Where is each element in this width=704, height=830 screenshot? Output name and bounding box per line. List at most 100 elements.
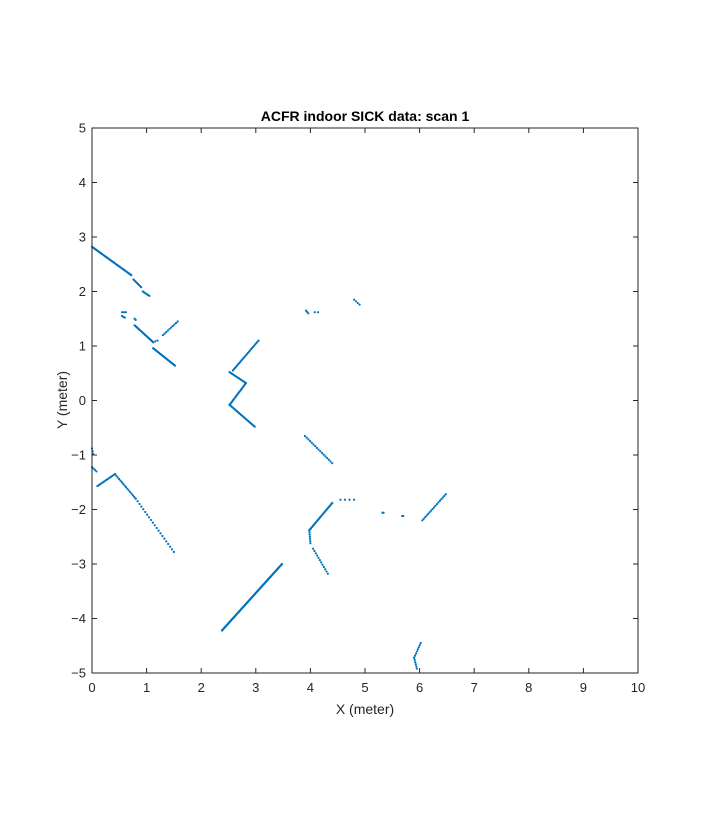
scan-point [161,334,165,337]
x-tick-label: 1 [143,680,150,695]
scan-point [431,507,434,511]
plot-area [92,128,638,673]
scan-point [326,572,329,575]
scan-point [382,511,385,514]
scan-point [316,554,319,557]
scan-point [422,517,425,520]
scan-point [313,311,316,314]
scan-point [140,286,143,289]
scan-point [331,462,334,465]
scan-point [307,312,310,315]
scan-point [161,534,164,538]
scan-point [130,492,133,495]
scan-point [95,470,98,473]
scan-point [257,339,260,342]
scan-point [130,274,133,277]
scan-point [435,502,439,506]
scan-point [168,327,171,331]
scan-point [319,450,322,453]
y-tick-label: −4 [71,611,86,626]
scan-point [419,641,422,645]
scan-point [322,565,325,569]
scan-point [174,321,178,325]
scan-point [324,568,327,571]
scan-point [438,499,442,502]
scan-point [122,482,125,485]
scan-point [147,516,151,519]
scan-point [312,547,315,550]
scan-point [134,497,137,500]
x-axis-label: X (meter) [336,701,394,717]
scan-point [120,481,123,484]
scan-point [413,654,417,657]
scan-point [140,505,143,508]
scan-point [115,474,118,477]
scan-point [167,542,170,546]
scan-point [314,445,317,448]
x-tick-label: 7 [471,680,478,695]
scan-point [146,513,149,516]
scan-point [117,477,121,481]
scan-point [253,425,256,428]
scan-point [316,311,320,314]
scan-point [402,514,405,518]
scan-point [356,301,359,305]
y-tick-label: −5 [71,666,86,681]
scan-point [159,532,162,535]
scan-point [163,537,166,540]
scan-point [434,504,437,507]
scan-point [171,324,174,328]
scan-point [142,508,145,511]
scan-point [308,531,311,534]
scan-point [305,436,308,439]
scan-point [165,330,168,334]
scan-points [90,245,447,670]
scan-point [154,340,157,343]
scan-point [308,537,312,541]
x-tick-label: 0 [88,680,95,695]
scan-point [138,502,141,506]
scan-point [322,453,325,456]
scan-point [339,498,342,501]
scan-point [134,318,137,321]
x-tick-label: 6 [416,680,423,695]
scan-point [432,506,436,509]
scan-point [127,489,130,492]
x-tick-label: 4 [307,680,314,695]
scan-point [151,521,154,524]
scan-point [317,556,320,559]
scan-point [425,514,428,517]
scan-point [317,448,320,451]
scan-point [152,341,155,344]
scan-point [170,326,173,329]
scan-point [123,316,126,319]
scan-point [327,458,330,461]
x-tick-label: 3 [252,680,259,695]
scan-point [165,540,168,543]
scan-point [414,661,417,664]
scan-point [443,494,446,497]
scan-point [173,323,176,326]
scan-point [329,460,332,463]
x-tick-label: 2 [198,680,205,695]
scan-point [113,472,117,476]
scan-point [418,644,421,647]
scan-point [326,456,329,460]
scan-point [149,518,153,522]
scan-point [168,545,172,548]
scan-point [321,563,324,566]
scan-point [310,441,313,444]
scan-point [308,535,311,538]
scan-point [428,511,431,514]
scan-point [93,468,97,471]
x-tick-label: 8 [525,680,532,695]
y-tick-label: 0 [79,393,86,408]
scan-point [415,650,419,653]
scan-point [441,496,444,499]
scan-point [308,439,312,443]
scan-point [303,434,307,438]
scan-point [155,526,158,530]
scan-point [313,549,316,553]
scan-point [358,303,361,306]
